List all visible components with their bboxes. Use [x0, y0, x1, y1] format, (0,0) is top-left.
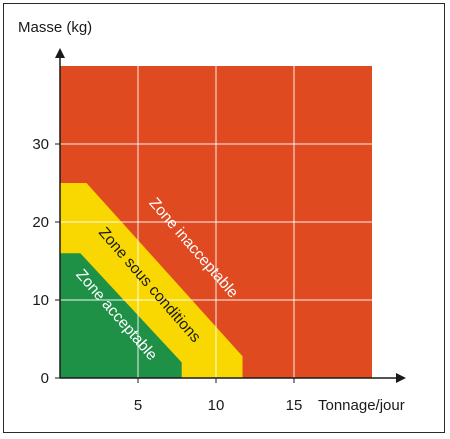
y-tick-label: 10: [32, 292, 49, 309]
x-tick-label: 5: [134, 397, 142, 414]
axes-layer: [55, 48, 406, 383]
grid-layer: [60, 66, 372, 378]
x-tick-label: 15: [286, 397, 303, 414]
y-axis-label: Masse (kg): [18, 19, 92, 36]
x-axis-label: Tonnage/jour: [318, 397, 405, 414]
zone-acceptable-area: [60, 253, 182, 378]
x-tick-label: 10: [208, 397, 225, 414]
tick-labels: 5 10 15 0 10 20 30: [32, 136, 302, 414]
y-tick-label: 0: [41, 370, 49, 387]
y-tick-label: 20: [32, 214, 49, 231]
y-tick-label: 30: [32, 136, 49, 153]
